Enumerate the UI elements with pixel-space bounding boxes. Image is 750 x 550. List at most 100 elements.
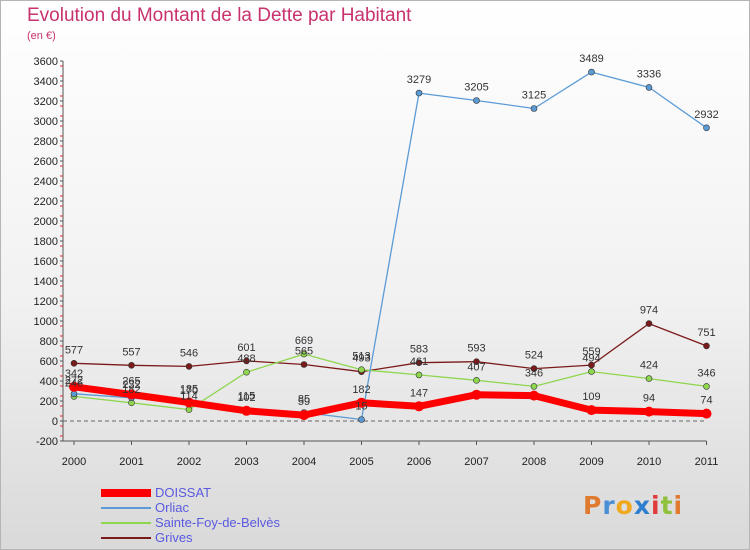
legend-label: Orliac bbox=[155, 500, 189, 515]
data-point bbox=[586, 405, 597, 416]
data-label: 74 bbox=[700, 395, 712, 407]
data-label: 3489 bbox=[579, 53, 603, 65]
data-label: 601 bbox=[237, 342, 255, 354]
data-label: 272 bbox=[65, 375, 83, 387]
data-label: 3279 bbox=[407, 74, 431, 86]
series-line-DOISSAT bbox=[70, 383, 710, 419]
x-tick-label: 2001 bbox=[119, 456, 143, 468]
legend-item: DOISSAT bbox=[101, 485, 361, 500]
data-point bbox=[243, 357, 250, 365]
data-label: 565 bbox=[295, 346, 313, 358]
legend-label: Grives bbox=[155, 530, 193, 545]
x-tick-label: 2011 bbox=[695, 456, 719, 468]
data-point bbox=[184, 397, 194, 408]
data-label: 15 bbox=[355, 401, 367, 413]
y-tick-label: 800 bbox=[40, 336, 58, 348]
data-label: 232 bbox=[122, 379, 140, 391]
data-point bbox=[70, 359, 78, 367]
data-point bbox=[645, 375, 653, 382]
x-tick-label: 2004 bbox=[292, 456, 316, 468]
y-tick-label: -200 bbox=[36, 436, 58, 448]
data-point bbox=[358, 416, 365, 423]
data-label: 3336 bbox=[637, 68, 661, 80]
legend-item: Orliac bbox=[101, 500, 361, 515]
data-label: 557 bbox=[122, 346, 140, 358]
data-label: 59 bbox=[298, 396, 310, 408]
data-point bbox=[588, 68, 595, 76]
data-label: 751 bbox=[697, 327, 715, 339]
proxiti-logo: Proxiti bbox=[583, 491, 684, 520]
y-tick-label: 1200 bbox=[34, 296, 58, 308]
legend-item: Grives bbox=[101, 530, 361, 545]
data-label: 583 bbox=[410, 344, 428, 356]
data-label: 342 bbox=[65, 368, 83, 380]
data-label: 461 bbox=[410, 356, 428, 368]
y-tick-label: 3000 bbox=[34, 116, 58, 128]
data-label: 109 bbox=[582, 391, 600, 403]
data-point bbox=[415, 371, 423, 379]
data-label: 147 bbox=[410, 387, 428, 399]
data-point bbox=[703, 342, 710, 350]
data-point bbox=[126, 389, 137, 400]
data-point bbox=[588, 361, 595, 369]
data-label: 2932 bbox=[694, 109, 718, 121]
y-tick-label: 1600 bbox=[34, 256, 58, 268]
data-label: 3125 bbox=[522, 90, 546, 102]
y-tick-label: 0 bbox=[52, 416, 58, 428]
data-point bbox=[128, 361, 135, 369]
y-tick-label: 2600 bbox=[34, 156, 58, 168]
y-tick-label: 2800 bbox=[34, 136, 58, 148]
data-point bbox=[299, 410, 309, 421]
y-tick-label: 1000 bbox=[34, 316, 58, 328]
data-point bbox=[645, 84, 653, 91]
data-point bbox=[243, 368, 250, 376]
y-tick-label: 3400 bbox=[34, 76, 58, 88]
x-tick-label: 2002 bbox=[177, 456, 201, 468]
data-label: 114 bbox=[180, 391, 198, 403]
data-label: 85 bbox=[298, 394, 310, 406]
legend-label: DOISSAT bbox=[155, 485, 212, 500]
data-label: 407 bbox=[467, 361, 485, 373]
data-label: 94 bbox=[643, 393, 655, 405]
y-tick-label: 200 bbox=[40, 396, 58, 408]
y-tick-label: 1800 bbox=[34, 236, 58, 248]
data-label: 513 bbox=[352, 351, 370, 363]
legend-swatch bbox=[101, 489, 151, 497]
legend-swatch bbox=[101, 537, 151, 539]
data-point bbox=[69, 381, 79, 392]
data-label: 246 bbox=[65, 377, 83, 389]
data-label: 346 bbox=[525, 367, 543, 379]
y-tick-label: 3600 bbox=[34, 56, 58, 68]
data-point bbox=[414, 401, 424, 412]
data-label: 593 bbox=[467, 343, 485, 355]
data-label: 102 bbox=[237, 392, 255, 404]
series-line-Sainte-Foy-de-Belvès bbox=[73, 353, 708, 411]
data-label: 170 bbox=[180, 385, 198, 397]
x-tick-label: 2009 bbox=[579, 456, 603, 468]
data-label: 974 bbox=[640, 305, 658, 317]
data-point bbox=[473, 97, 480, 104]
data-label: 265 bbox=[122, 376, 140, 388]
data-point bbox=[530, 383, 538, 390]
data-point bbox=[703, 124, 710, 132]
data-point bbox=[415, 359, 423, 367]
data-label: 185 bbox=[180, 384, 198, 396]
data-point bbox=[185, 363, 193, 370]
data-point bbox=[471, 389, 482, 400]
chart-title: Evolution du Montant de la Dette par Hab… bbox=[27, 5, 412, 26]
data-label: 182 bbox=[122, 384, 140, 396]
data-label: 346 bbox=[697, 367, 715, 379]
x-tick-label: 2000 bbox=[62, 456, 86, 468]
data-point bbox=[415, 89, 423, 97]
data-point bbox=[300, 361, 308, 368]
data-label: 494 bbox=[582, 353, 600, 365]
data-point bbox=[530, 105, 538, 112]
y-tick-label: 400 bbox=[40, 376, 58, 388]
data-point bbox=[358, 366, 365, 374]
data-point bbox=[529, 390, 539, 401]
legend: DOISSAT Orliac Sainte-Foy-de-Belvès Grives bbox=[101, 485, 361, 545]
x-tick-label: 2008 bbox=[522, 456, 546, 468]
x-tick-label: 2006 bbox=[407, 456, 431, 468]
x-tick-label: 2005 bbox=[349, 456, 373, 468]
